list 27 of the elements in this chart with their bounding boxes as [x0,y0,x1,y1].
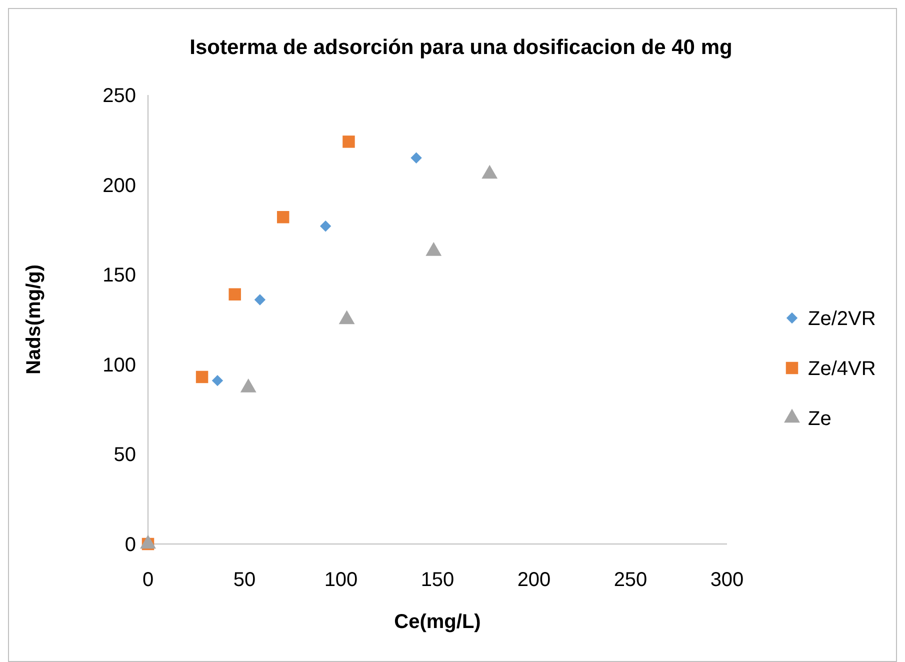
y-tick-label: 100 [102,354,136,376]
x-axis-title: Ce(mg/L) [394,611,481,633]
point [254,294,266,306]
x-tick-label: 100 [324,569,358,591]
x-tick-label: 150 [420,569,454,591]
point [196,370,208,384]
y-tick-label: 200 [102,174,136,197]
y-axis-title: Nads(mg/g) [23,264,45,374]
x-tick-label: 300 [710,569,744,591]
point [212,374,224,386]
x-tick-label: 250 [614,569,648,591]
legend-label: Ze/4VR [808,358,876,380]
x-tick-label: 0 [142,569,154,591]
point [228,288,241,300]
legend-label: Ze [808,408,832,430]
legend-label: Ze/2VR [808,308,876,330]
point [342,136,355,148]
x-tick-label: 200 [517,569,551,591]
y-tick-label: 150 [102,264,136,287]
x-tick-label: 50 [233,569,256,591]
point [320,220,332,232]
y-tick-label: 250 [102,85,136,107]
chart-title: Isoterma de adsorción para una dosificacion de 40 mg [190,36,732,59]
point [410,152,422,164]
y-tick-label: 0 [124,534,136,556]
point [276,211,290,224]
y-tick-label: 50 [114,444,136,466]
